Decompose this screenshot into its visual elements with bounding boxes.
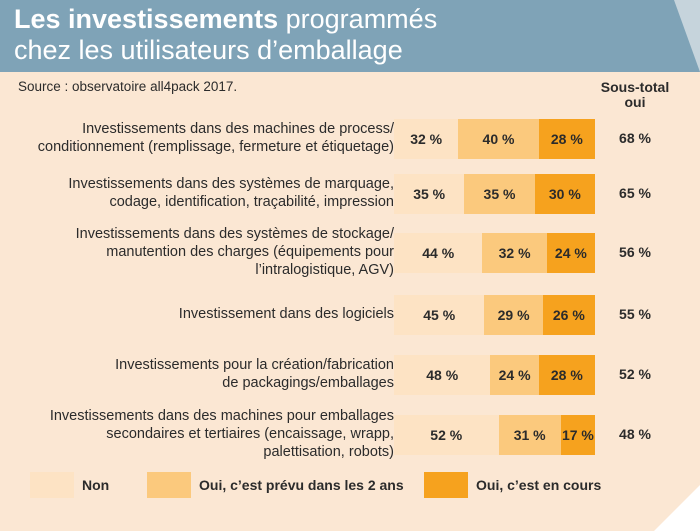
bar-segment: 24 % [490,355,539,395]
legend-label: Oui, c’est en cours [476,477,602,493]
category-label: Investissements dans des systèmes de sto… [75,226,394,278]
subtotal-value: 55 % [619,306,651,322]
category-label: Investissement dans des logiciels [178,306,394,322]
bar-segment: 52 % [394,415,499,455]
category-label: Investissements pour la création/fabrica… [115,357,394,391]
category-label: Investissements dans des machines pour e… [49,408,394,460]
subtotal-value: 56 % [619,244,651,260]
legend-swatch [147,472,191,498]
bar-segment: 35 % [464,174,535,214]
header-banner: Les investissements programmés chez les … [0,0,700,72]
stacked-bar: 44 % 32 % 24 % [394,233,595,273]
stacked-bar: 35 % 35 % 30 % [394,174,595,214]
subtotal-value: 68 % [619,130,651,146]
bar-segment: 28 % [538,119,595,159]
bar-segment: 28 % [538,355,595,395]
bar-segment: 45 % [394,295,485,335]
bar-segment: 31 % [498,415,561,455]
legend-item: Oui, c’est prévu dans les 2 ans [147,472,404,498]
bar-segment: 44 % [394,233,483,273]
stacked-bar: 48 % 24 % 28 % [394,355,595,395]
category-label: Investissements dans des machines de pro… [37,121,394,155]
legend-item: Oui, c’est en cours [424,472,601,498]
bar-segment: 26 % [542,295,595,335]
category-label: Investissements dans des systèmes de mar… [68,176,394,210]
legend-swatch [424,472,468,498]
chart-title-bold: Les investissements [14,4,279,34]
bar-segment: 29 % [484,295,543,335]
subtotal-value: 48 % [619,426,651,442]
legend-item: Non [30,472,109,498]
page-fold-decoration [654,485,700,531]
legend-swatch [30,472,74,498]
bar-segment: 32 % [482,233,547,273]
chart-title: Les investissements programmés [14,4,437,34]
bar-segment: 40 % [458,119,539,159]
stacked-bar: 32 % 40 % 28 % [394,119,595,159]
subtotal-header: Sous-total oui [600,79,670,110]
subtotal-value: 52 % [619,366,651,382]
chart-title-rest: programmés [278,4,438,34]
bar-segment: 35 % [394,174,465,214]
header-corner-decoration [674,0,700,72]
bar-segment: 30 % [534,174,595,214]
stacked-bar: 45 % 29 % 26 % [394,295,595,335]
subtotal-value: 65 % [619,185,651,201]
legend-label: Oui, c’est prévu dans les 2 ans [199,477,404,493]
bar-segment: 32 % [394,119,459,159]
stacked-bar: 52 % 31 % 17 % [394,415,595,455]
bar-segment: 48 % [394,355,491,395]
legend-label: Non [82,477,110,493]
source-note: Source : observatoire all4pack 2017. [18,79,238,94]
bar-segment: 17 % [560,415,595,455]
bar-segment: 24 % [546,233,595,273]
chart-subtitle: chez les utilisateurs d’emballage [14,35,403,65]
